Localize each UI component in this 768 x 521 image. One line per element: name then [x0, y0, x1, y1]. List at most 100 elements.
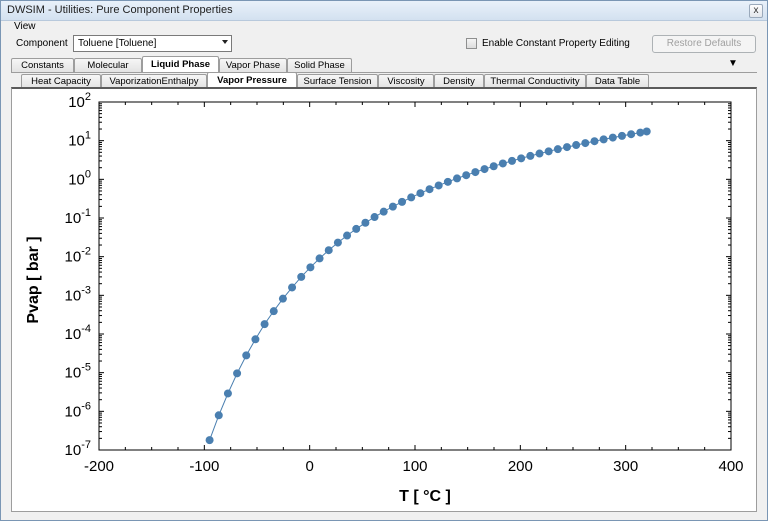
data-point [379, 207, 388, 216]
x-axis-label: T [ °C ] [399, 488, 451, 505]
data-point [535, 149, 544, 158]
data-point [590, 137, 599, 146]
tab-constants[interactable]: Constants [11, 58, 74, 72]
tab-vaporization-enthalpy[interactable]: VaporizationEnthalpy [101, 74, 207, 88]
series-line [209, 131, 647, 441]
y-tick-label: 102 [68, 91, 91, 111]
y-tick-label: 10-4 [65, 323, 91, 343]
tab-data-table[interactable]: Data Table [586, 74, 649, 88]
data-point [627, 130, 636, 139]
data-point [562, 143, 571, 152]
window-title: DWSIM - Utilities: Pure Component Proper… [7, 4, 233, 16]
data-point [434, 181, 443, 190]
y-tick-label: 10-3 [65, 284, 91, 304]
data-point [315, 254, 324, 263]
data-point [489, 162, 498, 171]
data-point [480, 165, 489, 174]
data-point [636, 128, 645, 137]
data-point [233, 369, 242, 378]
tab-heat-capacity[interactable]: Heat Capacity [21, 74, 101, 88]
title-bar: DWSIM - Utilities: Pure Component Proper… [1, 1, 767, 21]
y-tick-label: 10-2 [65, 246, 91, 266]
data-point [498, 159, 507, 168]
y-tick-label: 10-1 [65, 207, 91, 227]
data-point [526, 151, 535, 160]
x-tick-label: 0 [305, 458, 313, 475]
data-point [471, 168, 480, 177]
data-point [553, 145, 562, 154]
data-point [544, 147, 553, 156]
data-point [642, 127, 651, 136]
y-tick-label: 10-6 [65, 400, 91, 420]
data-point [352, 224, 361, 233]
data-point [416, 189, 425, 198]
tab-divider [11, 72, 757, 73]
data-point [425, 185, 434, 194]
data-point [223, 389, 232, 398]
data-point [251, 335, 260, 344]
data-point [306, 263, 315, 272]
tab-surface-tension[interactable]: Surface Tension [297, 74, 378, 88]
tab-vapor-phase[interactable]: Vapor Phase [219, 58, 287, 72]
y-tick-label: 100 [68, 168, 91, 188]
data-point [617, 131, 626, 140]
x-tick-label: 300 [613, 458, 638, 475]
restore-defaults-button[interactable]: Restore Defaults [652, 35, 756, 53]
y-tick-label: 101 [68, 130, 91, 150]
data-point [205, 436, 214, 445]
constant-editing-checkbox[interactable] [466, 38, 477, 49]
data-point [608, 133, 617, 142]
data-point [269, 307, 278, 316]
x-tick-label: -100 [189, 458, 219, 475]
y-tick-label: 10-7 [65, 439, 91, 459]
data-point [278, 294, 287, 303]
plot-area-frame [98, 101, 732, 451]
x-tick-label: -200 [84, 458, 114, 475]
y-axis-label: Pvap [ bar ] [25, 236, 42, 323]
component-select[interactable]: Toluene [Toluene] [73, 35, 232, 52]
data-point [398, 197, 407, 206]
chart-panel: -200 -100 0 100 200 300 400 10-7 10-6 10-5 10-4 10-… [11, 87, 757, 512]
data-point [407, 193, 416, 202]
x-tick-label: 200 [508, 458, 533, 475]
data-point [242, 351, 251, 360]
tab-liquid-phase[interactable]: Liquid Phase [142, 56, 219, 72]
x-tick-label: 100 [402, 458, 427, 475]
tab-viscosity[interactable]: Viscosity [378, 74, 434, 88]
data-point [517, 154, 526, 163]
data-point [453, 174, 462, 183]
data-point [388, 202, 397, 211]
data-point [581, 139, 590, 148]
data-point [508, 156, 517, 165]
tab-density[interactable]: Density [434, 74, 484, 88]
data-point [214, 411, 223, 420]
constant-editing-label[interactable]: Enable Constant Property Editing [482, 38, 630, 49]
component-toolbar: Component Toluene [Toluene] Enable Const… [1, 33, 767, 55]
data-point [297, 272, 306, 281]
menu-bar: View [1, 21, 767, 33]
data-point [343, 231, 352, 240]
component-select-value: Toluene [Toluene] [78, 38, 157, 49]
data-point [599, 135, 608, 144]
y-tick-label: 10-5 [65, 362, 91, 382]
data-point [370, 213, 379, 222]
tab-overflow-icon[interactable]: ▼ [728, 58, 738, 69]
data-point [324, 246, 333, 255]
data-point [333, 238, 342, 247]
menu-view[interactable]: View [14, 21, 36, 32]
data-point [361, 218, 370, 227]
x-tick-label: 400 [718, 458, 743, 475]
chevron-down-icon[interactable] [222, 40, 228, 44]
tab-thermal-conductivity[interactable]: Thermal Conductivity [484, 74, 586, 88]
tab-molecular[interactable]: Molecular [74, 58, 142, 72]
data-point [443, 177, 452, 186]
tab-vapor-pressure[interactable]: Vapor Pressure [207, 72, 297, 88]
data-point [572, 141, 581, 150]
component-label: Component [16, 38, 68, 49]
data-point [260, 320, 269, 329]
close-icon[interactable]: x [749, 4, 763, 18]
vapor-pressure-chart: -200 -100 0 100 200 300 400 10-7 10-6 10-5 10-4 10-… [25, 91, 744, 505]
tab-solid-phase[interactable]: Solid Phase [287, 58, 352, 72]
data-point [288, 283, 297, 292]
